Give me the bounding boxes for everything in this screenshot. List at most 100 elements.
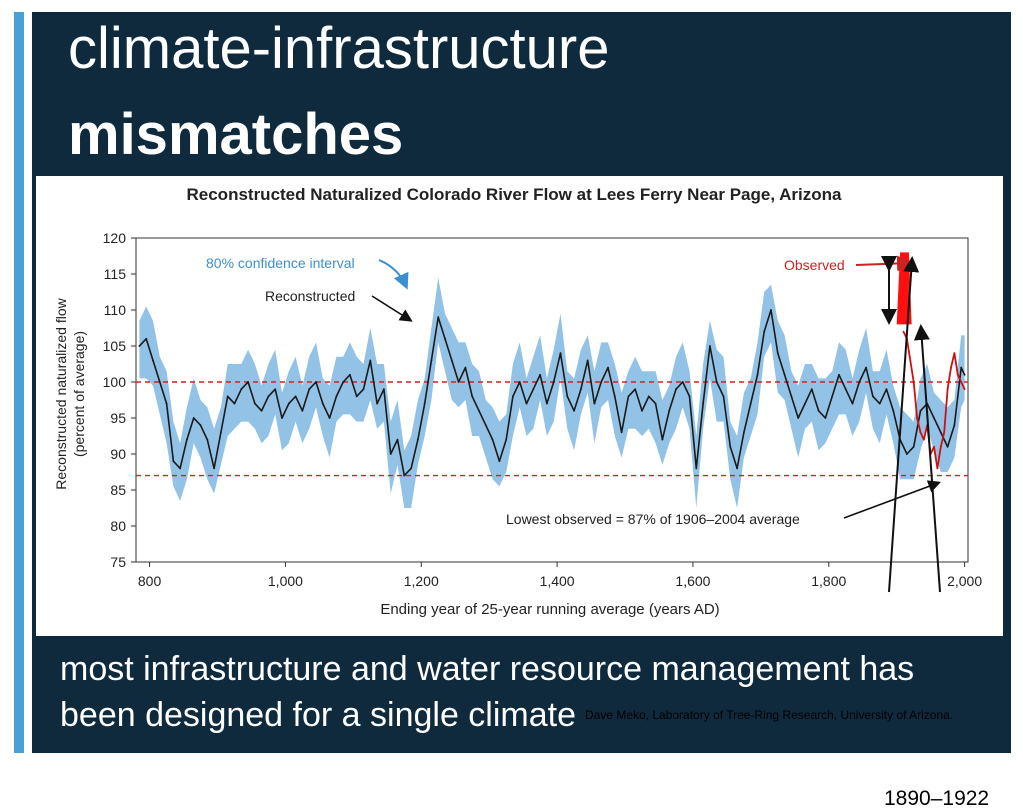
data-point	[963, 373, 966, 376]
data-point	[715, 381, 718, 383]
data-point	[179, 467, 182, 470]
data-point	[776, 352, 779, 355]
data-point	[233, 402, 236, 405]
axes: 800 1,000 1,200 1,400 1,600 1,800 2,000 75 80 85 9…	[103, 230, 983, 589]
lowest-observed-label: Lowest observed = 87% of 1906–2004 avera…	[506, 511, 800, 527]
data-point	[681, 381, 684, 383]
data-point	[389, 453, 392, 455]
data-point	[287, 402, 290, 405]
data-point	[240, 388, 243, 391]
data-point	[213, 467, 216, 470]
data-point	[919, 431, 922, 434]
data-point	[838, 373, 840, 376]
data-point	[919, 409, 922, 412]
x-tick-label: 1,400	[540, 573, 575, 589]
data-point	[885, 388, 888, 391]
data-point	[410, 467, 412, 470]
data-point	[858, 381, 861, 383]
data-point	[953, 424, 956, 427]
data-point	[804, 402, 806, 405]
data-point	[933, 417, 935, 419]
data-point	[579, 388, 582, 391]
data-point	[450, 359, 453, 362]
y-tick-label: 100	[103, 374, 127, 390]
lowest-observed-arrow	[843, 480, 941, 519]
data-point	[960, 366, 963, 369]
chart-title: Reconstructed Naturalized Colorado River…	[187, 185, 843, 204]
data-point	[824, 417, 827, 419]
data-point	[152, 359, 154, 362]
data-point	[641, 409, 643, 412]
data-point	[722, 395, 725, 398]
data-point	[281, 417, 283, 419]
data-point	[946, 388, 949, 391]
data-point	[634, 388, 637, 391]
data-point	[939, 445, 942, 448]
y-tick-label: 110	[104, 302, 127, 318]
y-axis-title-line1: Reconstructed naturalized flow	[53, 297, 69, 489]
data-point	[946, 445, 949, 448]
y-tick-label: 75	[110, 554, 126, 570]
reconstructed-label: Reconstructed	[265, 288, 355, 304]
data-point	[613, 395, 616, 398]
data-point	[491, 438, 494, 441]
confidence-interval-label: 80% confidence interval	[206, 255, 355, 271]
y-axis-title-line2: (percent of average)	[71, 331, 87, 457]
data-point	[315, 381, 317, 383]
data-point	[865, 366, 868, 369]
data-point	[709, 345, 711, 347]
data-point	[797, 417, 800, 419]
data-point	[539, 373, 542, 376]
data-point	[593, 402, 596, 405]
data-point	[729, 445, 732, 448]
x-tick-label: 1,800	[811, 573, 846, 589]
data-point	[396, 438, 399, 441]
data-point	[532, 388, 535, 391]
data-point	[953, 352, 956, 355]
data-point	[342, 381, 345, 383]
data-point	[654, 402, 657, 405]
data-point	[675, 388, 677, 391]
data-point	[844, 388, 847, 391]
data-point	[936, 467, 939, 470]
data-point	[922, 438, 925, 441]
data-point	[294, 395, 297, 398]
data-point	[321, 402, 324, 405]
data-point	[478, 409, 480, 412]
data-point	[770, 309, 772, 311]
data-point	[960, 381, 963, 383]
period-start-arrow	[888, 256, 920, 593]
reference-lines	[136, 381, 968, 477]
y-tick-label: 120	[103, 230, 127, 246]
data-point	[301, 409, 304, 412]
x-tick-label: 1,600	[675, 573, 710, 589]
chart-svg: Reconstructed Naturalized Colorado River…	[53, 185, 983, 618]
confidence-arrow	[378, 259, 409, 290]
x-tick-label: 1,000	[268, 573, 303, 589]
data-point	[756, 373, 759, 376]
y-tick-label: 105	[103, 338, 127, 354]
data-point	[369, 359, 372, 362]
data-point	[790, 395, 793, 398]
data-point	[518, 381, 521, 383]
data-point	[362, 388, 365, 391]
data-point	[444, 337, 446, 340]
data-point	[199, 424, 202, 427]
data-point	[219, 431, 222, 434]
data-point	[335, 395, 338, 398]
data-point	[355, 395, 358, 398]
data-point	[892, 409, 895, 412]
data-point	[308, 388, 311, 391]
data-point	[939, 431, 942, 434]
slide-caption: most infrastructure and water resource m…	[60, 650, 915, 734]
data-point	[909, 359, 912, 362]
confidence-band-area	[139, 277, 965, 508]
data-point	[253, 402, 256, 405]
data-point	[423, 402, 426, 405]
data-point	[403, 474, 406, 477]
data-point	[430, 359, 433, 362]
data-point	[192, 417, 195, 419]
y-tick-label: 115	[104, 266, 127, 282]
data-point	[260, 409, 263, 412]
data-point	[783, 373, 786, 376]
